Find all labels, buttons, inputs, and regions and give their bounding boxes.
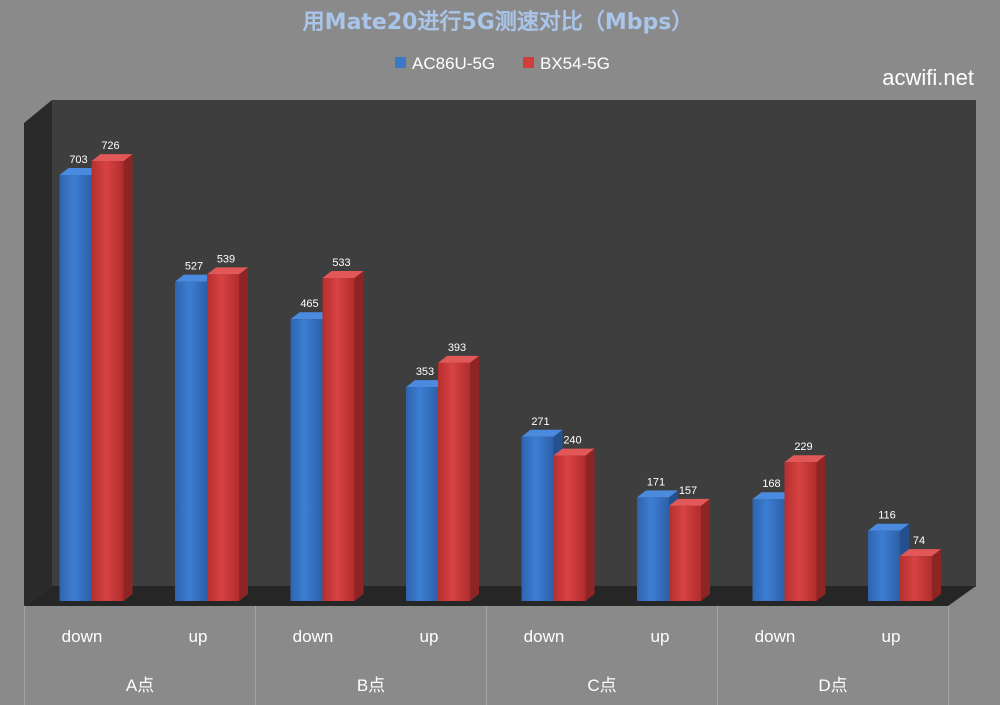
data-label: 539 bbox=[217, 253, 235, 265]
data-label: 157 bbox=[679, 485, 697, 497]
legend-swatch-ac86u bbox=[395, 57, 406, 68]
data-label: 229 bbox=[794, 441, 812, 453]
bar-front bbox=[553, 455, 586, 601]
bar-side bbox=[932, 549, 941, 601]
group-label: A点 bbox=[126, 676, 154, 695]
bar-front bbox=[637, 497, 669, 601]
bar-front bbox=[868, 530, 900, 601]
legend-label-ac86u: AC86U-5G bbox=[412, 54, 495, 73]
bar-front bbox=[900, 556, 932, 601]
legend: AC86U-5G BX54-5G bbox=[395, 54, 610, 73]
bar-top bbox=[868, 523, 909, 531]
group-label: D点 bbox=[818, 676, 847, 695]
data-label: 168 bbox=[762, 478, 780, 490]
bar-front bbox=[290, 319, 323, 601]
bar-front bbox=[91, 161, 124, 601]
bar-bx54 bbox=[669, 498, 710, 601]
bar-front bbox=[406, 387, 438, 601]
category-label: up bbox=[189, 627, 208, 646]
bar-top bbox=[59, 168, 101, 175]
legend-label-bx54: BX54-5G bbox=[540, 54, 610, 73]
bar-bx54 bbox=[322, 271, 364, 601]
bar-side bbox=[470, 355, 479, 601]
legend-swatch-bx54 bbox=[523, 57, 534, 68]
bar-top bbox=[406, 380, 447, 388]
bar-bx54 bbox=[553, 448, 595, 601]
bar-front bbox=[669, 505, 701, 601]
bar-top bbox=[207, 267, 248, 275]
bar-top bbox=[784, 455, 826, 463]
bar-bx54 bbox=[207, 267, 248, 601]
bar-bx54 bbox=[438, 355, 479, 601]
plot-floor bbox=[24, 586, 976, 606]
data-label: 171 bbox=[647, 476, 665, 488]
bar-top bbox=[322, 271, 364, 279]
bar-front bbox=[207, 274, 239, 601]
data-label: 465 bbox=[300, 298, 318, 310]
bar-bx54 bbox=[784, 455, 826, 601]
data-label: 703 bbox=[69, 154, 87, 166]
category-label: up bbox=[882, 627, 901, 646]
bar-top bbox=[91, 154, 133, 162]
bar-bx54 bbox=[900, 549, 941, 601]
bar-front bbox=[521, 436, 554, 601]
bar-front bbox=[175, 281, 207, 601]
category-label: down bbox=[293, 627, 334, 646]
bar-side bbox=[585, 448, 595, 601]
category-label: up bbox=[651, 627, 670, 646]
bar-top bbox=[553, 448, 595, 456]
data-label: 393 bbox=[448, 342, 466, 354]
bar-front bbox=[752, 499, 785, 601]
bar-top bbox=[175, 274, 216, 282]
bar-side bbox=[123, 154, 133, 601]
bar-top bbox=[752, 492, 794, 500]
group-label: C点 bbox=[587, 676, 616, 695]
watermark: acwifi.net bbox=[882, 65, 974, 90]
group-label: B点 bbox=[357, 676, 385, 695]
chart-title: 用Mate20进行5G测速对比（Mbps） bbox=[303, 9, 694, 35]
bars-layer: 703 726 527 539 465 533 353 393 271 240 171 157 168 2… bbox=[59, 140, 941, 601]
bar-top bbox=[637, 490, 678, 498]
bar-side bbox=[239, 267, 248, 601]
data-label: 240 bbox=[563, 435, 581, 447]
bar-side bbox=[816, 455, 826, 601]
data-label: 74 bbox=[913, 535, 925, 547]
bar-top bbox=[290, 312, 332, 320]
bar-front bbox=[784, 462, 817, 601]
bar-top bbox=[438, 355, 479, 363]
category-label: up bbox=[420, 627, 439, 646]
bar-side bbox=[354, 271, 364, 601]
data-label: 271 bbox=[531, 416, 549, 428]
data-label: 353 bbox=[416, 366, 434, 378]
bar-top bbox=[521, 429, 563, 437]
category-label: down bbox=[62, 627, 103, 646]
bar-bx54 bbox=[91, 154, 133, 601]
data-label: 116 bbox=[878, 510, 896, 522]
plot-side-wall bbox=[24, 100, 52, 606]
bar-top bbox=[900, 549, 941, 557]
category-axis: down up down up down up down up A点 B点 C点… bbox=[24, 606, 949, 705]
bar-top bbox=[669, 498, 710, 506]
category-label: down bbox=[524, 627, 565, 646]
bar-side bbox=[701, 498, 710, 601]
bar-front bbox=[438, 362, 470, 601]
data-label: 527 bbox=[185, 261, 203, 273]
data-label: 533 bbox=[332, 257, 350, 269]
bar-front bbox=[59, 175, 92, 601]
data-label: 726 bbox=[101, 140, 119, 152]
bar-front bbox=[322, 278, 355, 601]
category-label: down bbox=[755, 627, 796, 646]
